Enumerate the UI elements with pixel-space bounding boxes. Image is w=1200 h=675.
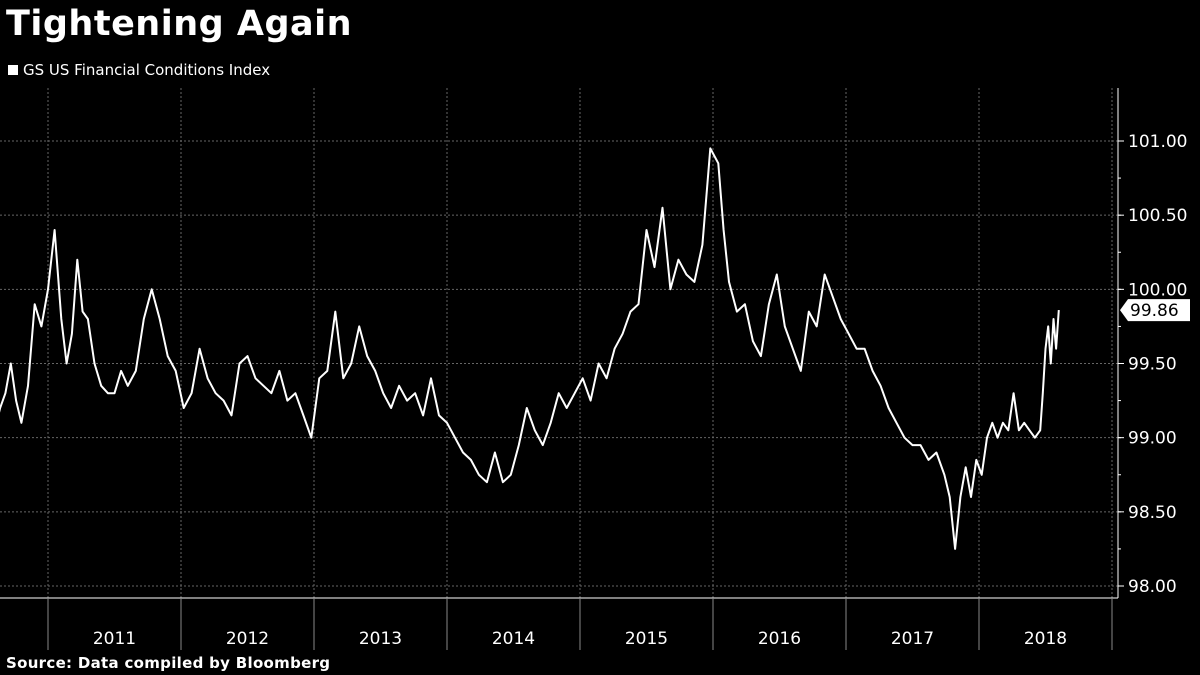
last-value-badge: 99.86 <box>1120 299 1190 322</box>
x-tick-label: 2011 <box>93 629 136 649</box>
x-tick-label: 2014 <box>492 629 535 649</box>
x-tick-label: 2015 <box>625 629 668 649</box>
x-tick-label: 2013 <box>359 629 402 649</box>
x-tick-label: 2018 <box>1024 629 1067 649</box>
x-tick-label: 2017 <box>891 629 934 649</box>
source-note: Source: Data compiled by Bloomberg <box>6 654 331 672</box>
y-tick-label: 98.50 <box>1128 503 1177 523</box>
legend-swatch <box>8 65 18 75</box>
y-tick-label: 99.50 <box>1128 355 1177 375</box>
legend-label: GS US Financial Conditions Index <box>23 61 271 79</box>
axes <box>0 88 1124 650</box>
y-tick-label: 100.50 <box>1128 206 1187 226</box>
legend: GS US Financial Conditions Index <box>8 61 270 79</box>
x-tick-label: 2012 <box>226 629 269 649</box>
y-tick-label: 99.00 <box>1128 429 1177 449</box>
grid <box>0 88 1118 598</box>
last-value-label: 99.86 <box>1130 301 1179 321</box>
y-tick-label: 98.00 <box>1128 577 1177 597</box>
series-line-gs-fci <box>0 147 1060 550</box>
x-tick-label: 2016 <box>758 629 801 649</box>
chart-title: Tightening Again <box>6 4 353 44</box>
series <box>0 147 1060 550</box>
y-tick-label: 100.00 <box>1128 280 1187 300</box>
axis-labels: 98.00 98.50 99.00 99.50 100.00 100.50 101.00 20… <box>93 132 1190 649</box>
y-tick-label: 101.00 <box>1128 132 1187 152</box>
